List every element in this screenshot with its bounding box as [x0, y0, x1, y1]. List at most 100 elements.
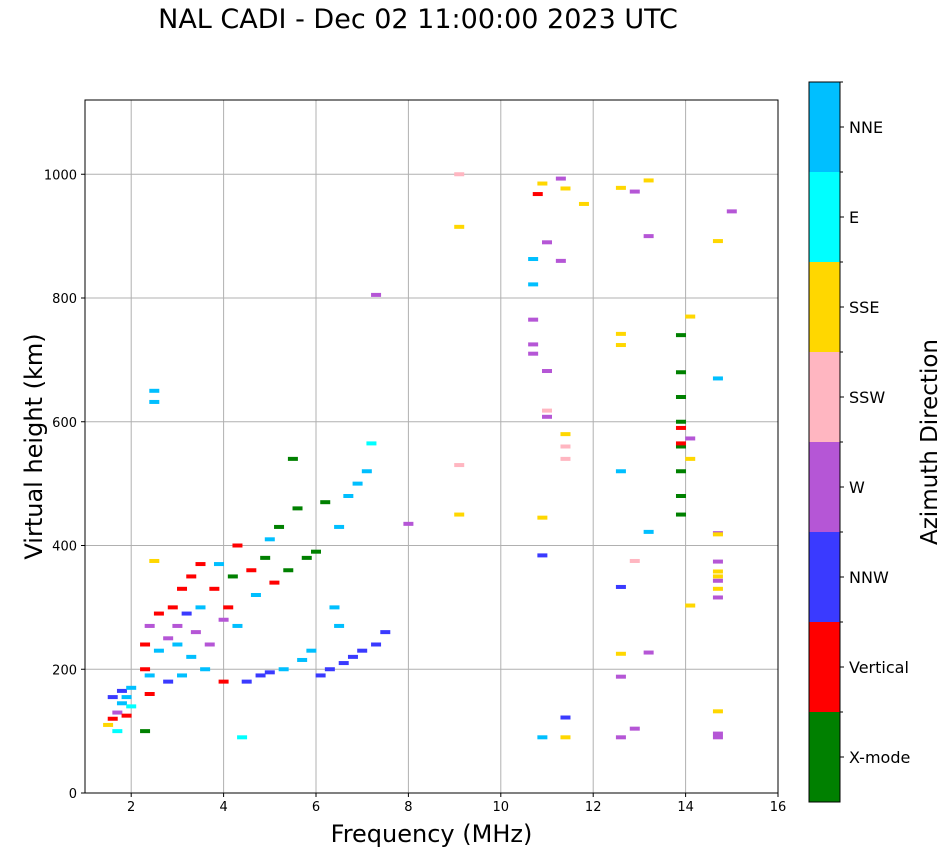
x-tick-label: 6	[312, 800, 320, 815]
y-tick-label: 600	[52, 416, 77, 431]
data-point	[685, 456, 696, 461]
data-point	[334, 524, 345, 529]
data-point	[190, 630, 201, 635]
data-point	[643, 650, 654, 655]
data-point	[204, 642, 215, 647]
data-point	[528, 317, 539, 322]
data-point	[144, 623, 155, 628]
data-point	[560, 186, 571, 191]
data-point	[334, 623, 345, 628]
data-point	[528, 257, 539, 262]
data-point	[726, 209, 737, 214]
data-point	[278, 667, 289, 672]
colorbar-label: NNE	[849, 118, 883, 137]
data-point	[675, 425, 686, 430]
colorbar-segment	[809, 712, 840, 802]
data-point	[675, 419, 686, 424]
data-point	[454, 463, 465, 468]
y-tick-label: 200	[52, 663, 77, 678]
data-point	[685, 314, 696, 319]
data-point	[643, 178, 654, 183]
data-point	[685, 436, 696, 441]
data-point	[712, 595, 723, 600]
data-point	[287, 456, 298, 461]
colorbar-label: E	[849, 208, 859, 227]
data-point	[712, 239, 723, 244]
data-point	[675, 512, 686, 517]
data-point	[712, 574, 723, 579]
plot-area	[85, 100, 778, 793]
data-point	[140, 642, 151, 647]
data-point	[528, 342, 539, 347]
data-point	[324, 667, 335, 672]
data-point	[149, 558, 160, 563]
data-point	[629, 189, 640, 194]
data-point	[177, 673, 188, 678]
data-point	[712, 578, 723, 583]
data-point	[107, 716, 118, 721]
data-point	[675, 441, 686, 446]
data-point	[264, 537, 275, 542]
colorbar-segment	[809, 622, 840, 712]
data-point	[121, 713, 132, 718]
colorbar-label: NNW	[849, 568, 889, 587]
y-tick-label: 0	[69, 787, 77, 802]
data-point	[380, 630, 391, 635]
data-point	[269, 580, 280, 585]
data-point	[232, 623, 243, 628]
data-point	[250, 593, 261, 597]
chart-title: NAL CADI - Dec 02 11:00:00 2023 UTC	[158, 4, 678, 35]
data-point	[195, 562, 206, 567]
data-point	[186, 654, 197, 659]
x-tick-label: 2	[127, 800, 135, 815]
data-point	[615, 343, 626, 348]
x-tick-label: 14	[677, 800, 694, 815]
y-tick-label: 400	[52, 540, 77, 555]
data-point	[537, 735, 548, 740]
data-point	[615, 469, 626, 474]
data-point	[116, 701, 127, 706]
data-point	[264, 670, 275, 675]
colorbar-title: Azimuth Direction	[917, 339, 943, 545]
colorbar-segment	[809, 262, 840, 352]
data-point	[218, 679, 229, 684]
data-point	[542, 408, 552, 413]
data-point	[311, 549, 321, 554]
data-point	[315, 673, 326, 678]
data-point	[528, 351, 539, 356]
data-point	[232, 543, 243, 548]
data-point	[186, 574, 197, 579]
data-point	[297, 657, 308, 662]
data-point	[712, 586, 723, 591]
data-point	[361, 469, 372, 474]
data-point	[712, 731, 723, 736]
data-point	[712, 376, 723, 381]
data-point	[195, 605, 206, 610]
data-point	[675, 370, 686, 375]
data-point	[153, 648, 164, 653]
data-point	[532, 192, 543, 197]
data-point	[560, 735, 571, 740]
colorbar-segment	[809, 532, 840, 622]
y-axis-label: Virtual height (km)	[20, 333, 48, 559]
plot-frame	[84, 99, 779, 794]
colorbar-segment	[809, 82, 840, 172]
data-point	[560, 715, 571, 720]
data-point	[454, 224, 465, 229]
data-point	[246, 568, 257, 573]
data-point	[712, 559, 723, 564]
data-point	[578, 201, 589, 206]
data-point	[274, 524, 285, 529]
data-point	[200, 667, 211, 672]
data-point	[121, 695, 132, 700]
data-point	[629, 726, 640, 731]
colorbar-label: SSE	[849, 298, 879, 317]
data-point	[107, 695, 118, 700]
data-point	[144, 673, 155, 678]
data-point	[116, 688, 127, 693]
data-point	[320, 500, 331, 505]
data-point	[329, 605, 340, 610]
x-tick-label: 4	[219, 800, 227, 815]
data-point	[675, 395, 686, 399]
data-point	[112, 710, 123, 715]
